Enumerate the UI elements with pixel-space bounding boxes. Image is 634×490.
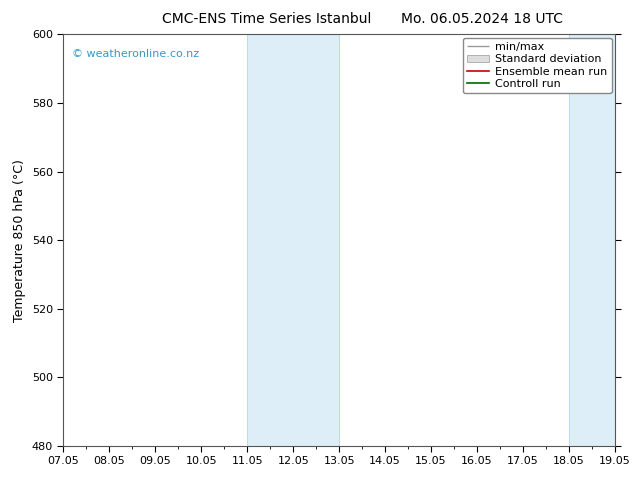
Legend: min/max, Standard deviation, Ensemble mean run, Controll run: min/max, Standard deviation, Ensemble me… [463, 38, 612, 93]
Y-axis label: Temperature 850 hPa (°C): Temperature 850 hPa (°C) [13, 159, 26, 321]
Bar [247, 34, 339, 446]
Text: CMC-ENS Time Series Istanbul: CMC-ENS Time Series Istanbul [162, 12, 371, 26]
Bar [569, 34, 634, 446]
Text: Mo. 06.05.2024 18 UTC: Mo. 06.05.2024 18 UTC [401, 12, 563, 26]
Text: © weatheronline.co.nz: © weatheronline.co.nz [72, 49, 199, 59]
